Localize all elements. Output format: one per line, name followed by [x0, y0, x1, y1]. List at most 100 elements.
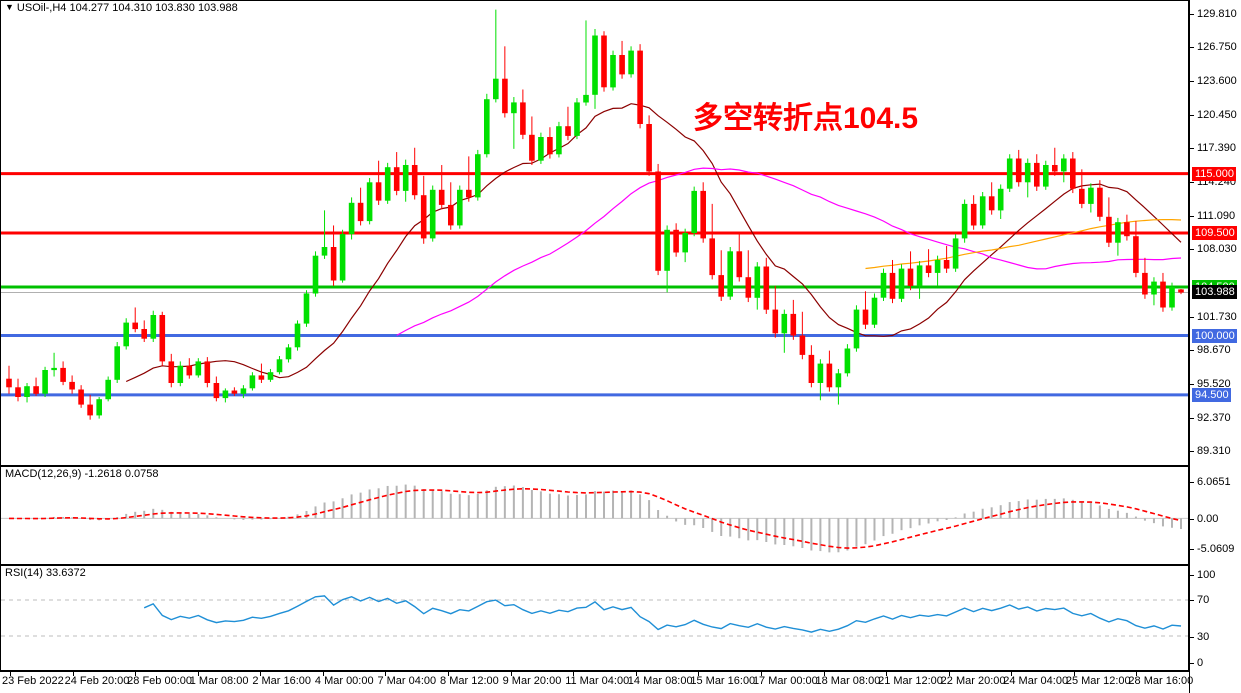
candle-body [736, 251, 743, 278]
candle-body [709, 238, 715, 276]
time-axis-label: 2 Mar 16:00 [252, 675, 312, 687]
time-axis-label: 7 Mar 04:00 [377, 675, 437, 687]
candle-body [547, 137, 553, 155]
candle-body [1106, 216, 1112, 243]
candle-body [123, 322, 129, 347]
candle-body [375, 182, 382, 201]
moving-average-line [125, 103, 1182, 383]
rsi-axis-label: 30 [1197, 631, 1210, 643]
candle-body [1133, 236, 1139, 273]
candle-body [6, 378, 12, 388]
price-scale[interactable]: 129.810 126.750 123.600 120.450 117.390 114.2… [1189, 0, 1241, 693]
price-axis-label: 111.090 [1197, 209, 1236, 222]
candle-body [1097, 187, 1103, 217]
time-axis-label: 21 Mar 12:00 [878, 675, 943, 687]
candle-body [177, 365, 184, 383]
macd-tick [1190, 519, 1194, 520]
price-level-badge[interactable]: 115.000 [1192, 166, 1236, 181]
rsi-tick [1190, 663, 1194, 664]
candle-body [1015, 158, 1022, 183]
candle-body [448, 204, 454, 226]
price-tick [1190, 181, 1194, 183]
candle-body [826, 363, 833, 388]
candle-body [907, 268, 914, 286]
candle-body [997, 188, 1004, 211]
symbol-header: ▼ USOil-,H4 104.277 104.310 103.830 103.9… [5, 2, 238, 14]
candle-body [1070, 158, 1076, 189]
time-tick [823, 672, 825, 676]
price-axis-label: 129.810 [1197, 7, 1237, 20]
macd-axis-label: 6.0651 [1197, 476, 1231, 488]
price-level-badge[interactable]: 100.000 [1192, 328, 1237, 343]
price-panel[interactable]: ▼ USOil-,H4 104.277 104.310 103.830 103.9… [0, 0, 1189, 466]
candle-body [583, 94, 589, 103]
time-tick [260, 672, 262, 676]
candle-body [916, 265, 923, 286]
candle-body [556, 126, 562, 155]
candle-body [718, 275, 724, 297]
candle-body [889, 272, 896, 299]
candle-body [475, 154, 481, 198]
macd-signal-line [8, 487, 1182, 549]
candle-body [420, 195, 427, 239]
macd-axis-label: -5.0609 [1197, 543, 1235, 555]
candle-body [862, 309, 869, 325]
time-tick [573, 672, 575, 676]
time-axis-label: 14 Mar 08:00 [627, 675, 693, 687]
candle-body [646, 124, 652, 172]
candle-body [979, 196, 986, 226]
symbol-label: USOil-,H4 104.277 104.310 103.830 103.98… [16, 2, 238, 14]
chart-annotation-text: 多空转折点104.5 [693, 102, 919, 135]
candle-body [970, 203, 977, 226]
rsi-axis-label: 0 [1197, 657, 1204, 669]
candle-body [745, 277, 752, 298]
candle-body [1115, 222, 1121, 243]
candle-body [213, 383, 220, 399]
candle-body [1024, 162, 1031, 183]
rsi-panel[interactable]: RSI(14) 33.6372 [0, 565, 1189, 671]
candle-body [42, 370, 48, 394]
candle-body [484, 99, 490, 155]
price-level-badge[interactable]: 94.500 [1192, 387, 1231, 402]
time-axis-label: 24 Mar 04:00 [1003, 675, 1069, 687]
collapse-icon[interactable]: ▼ [5, 2, 14, 12]
moving-average-line [396, 167, 1182, 336]
candle-body [610, 55, 616, 88]
candle-body [691, 190, 697, 233]
candle-body [1142, 272, 1148, 295]
time-axis-label: 28 Mar 16:00 [1128, 675, 1194, 687]
rsi-tick [1190, 637, 1194, 638]
rsi-canvas [1, 595, 1188, 637]
macd-panel[interactable]: MACD(12,26,9) -1.2618 0.0758 [0, 466, 1189, 565]
candle-body [1034, 162, 1040, 187]
price-level-badge[interactable]: 103.988 [1192, 285, 1237, 300]
candle-body [222, 390, 229, 399]
price-tick [1190, 417, 1194, 419]
time-axis-label: 15 Mar 16:00 [690, 675, 756, 687]
time-axis-label: 23 Feb 2022 [2, 675, 64, 687]
candle-body [511, 102, 517, 114]
rsi-tick [1190, 600, 1194, 601]
rsi-header: RSI(14) 33.6372 [5, 567, 86, 579]
time-tick [10, 672, 11, 676]
price-level-badge[interactable]: 109.500 [1192, 226, 1237, 240]
candle-body [943, 260, 950, 269]
candle-body [799, 335, 806, 355]
candle-body [619, 55, 625, 75]
price-axis-label: 89.310 [1197, 444, 1231, 457]
price-tick [1190, 450, 1194, 452]
candle-body [105, 379, 111, 400]
time-axis-label: 24 Feb 20:00 [64, 675, 130, 687]
candle-body [78, 389, 84, 405]
candle-body [844, 348, 851, 374]
price-axis-label: 95.520 [1197, 377, 1231, 390]
candle-body [835, 373, 842, 388]
candle-body [763, 266, 770, 310]
candle-body [565, 126, 571, 136]
candle-body [637, 50, 643, 124]
candle-body [150, 315, 157, 339]
candle-body [1088, 187, 1094, 204]
time-axis-label: 11 Mar 04:00 [565, 675, 630, 687]
time-tick [698, 672, 700, 676]
